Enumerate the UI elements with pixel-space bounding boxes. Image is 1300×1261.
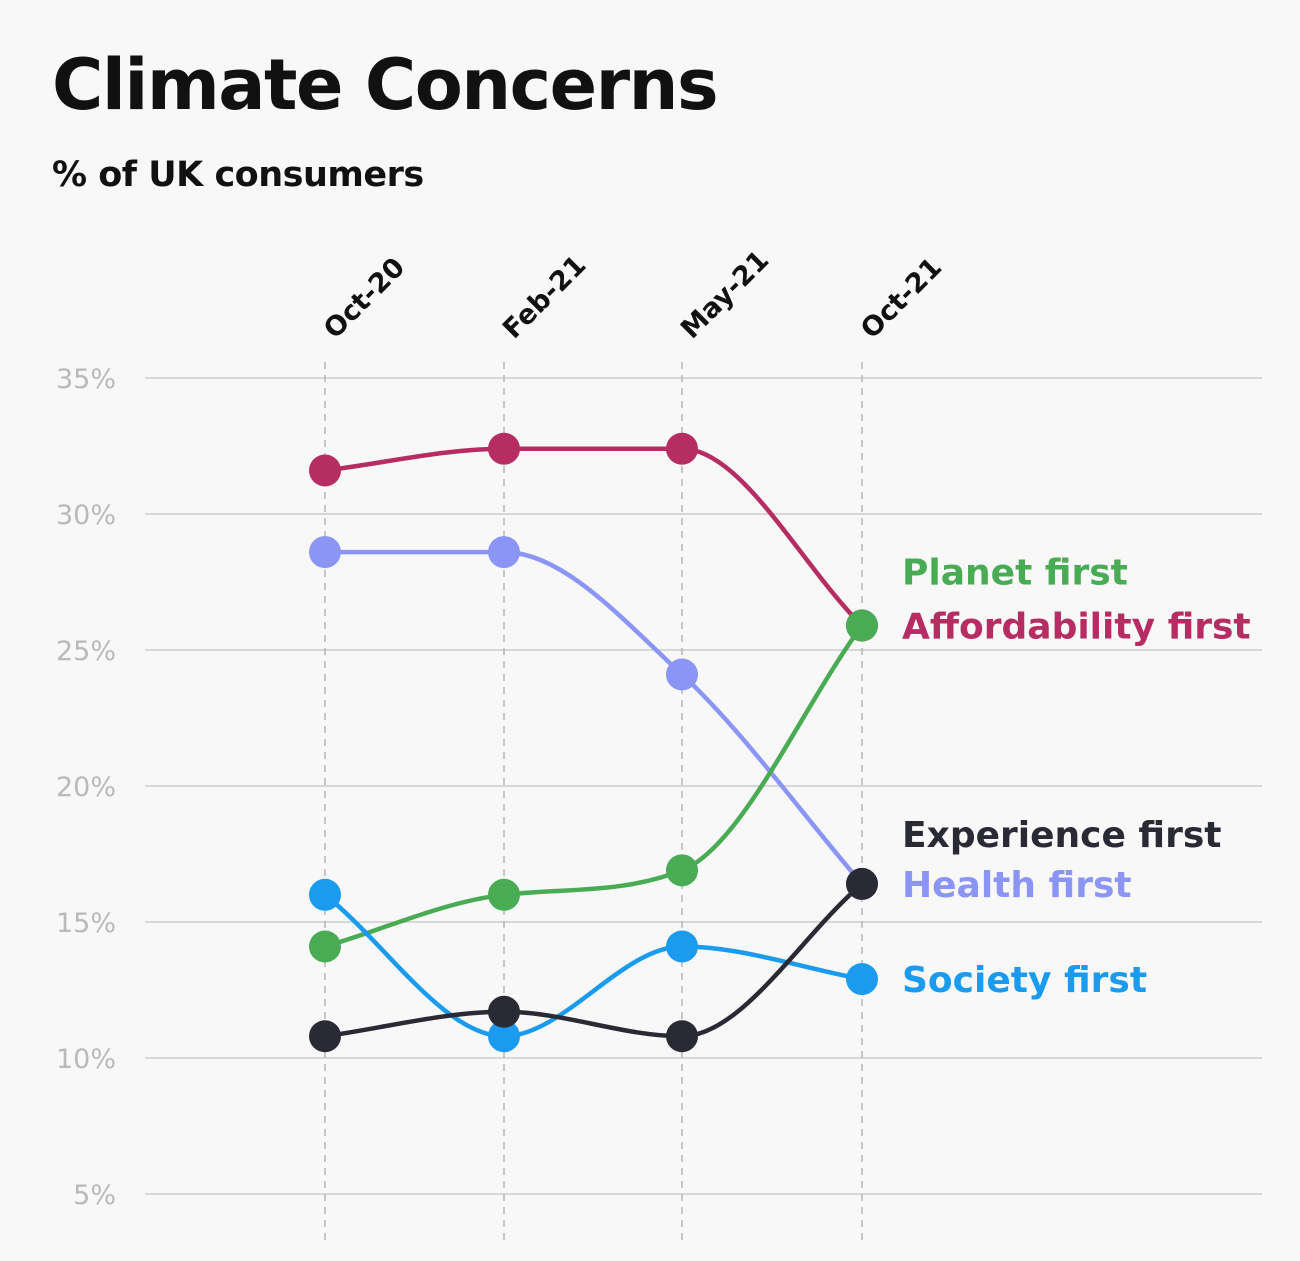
y-tick-label-35: 35% [56, 364, 116, 395]
series-line-planet-first [322, 623, 865, 949]
series-labels: Affordability first Health first Planet fi… [902, 553, 1251, 1002]
data-point-experience-first-oct-20 [309, 1020, 341, 1053]
x-tick-label-oct-21: Oct-21 [855, 252, 948, 345]
x-axis: Oct-20 Feb-21 May-21 Oct-21 [318, 245, 948, 345]
y-tick-label-5: 5% [73, 1180, 116, 1211]
y-tick-label-25: 25% [56, 636, 116, 667]
data-point-planet-first-oct-21 [846, 609, 878, 642]
data-point-affordability-first-oct-20 [309, 454, 341, 487]
data-point-society-first-oct-20 [309, 878, 341, 911]
y-tick-label-15: 15% [56, 908, 116, 939]
data-point-affordability-first-may-21 [666, 432, 698, 465]
data-point-health-first-feb-21 [488, 536, 520, 569]
data-point-society-first-feb-21 [488, 1020, 520, 1053]
data-point-health-first-may-21 [666, 658, 698, 691]
y-tick-label-30: 30% [56, 500, 116, 531]
y-gridlines [145, 377, 1262, 1195]
x-tick-label-may-21: May-21 [675, 245, 775, 345]
data-point-health-first-oct-20 [309, 536, 341, 569]
data-point-planet-first-oct-20 [309, 930, 341, 963]
y-tick-label-20: 20% [56, 772, 116, 803]
series-label-planet-first: Planet first [902, 553, 1128, 594]
data-point-planet-first-feb-21 [488, 878, 520, 911]
y-axis: 5% 10% 15% 20% 25% 30% 35% [56, 364, 116, 1211]
x-tick-label-oct-20: Oct-20 [318, 252, 411, 345]
series-label-affordability-first: Affordability first [902, 607, 1251, 648]
chart-subtitle: % of UK consumers [52, 155, 424, 195]
series-points [309, 432, 878, 1053]
chart-title: Climate Concerns [52, 44, 719, 126]
series-label-experience-first: Experience first [902, 815, 1222, 856]
data-point-experience-first-oct-21 [846, 867, 878, 900]
data-point-experience-first-feb-21 [488, 995, 520, 1028]
series-line-affordability-first [322, 446, 865, 628]
series-line-experience-first [322, 881, 865, 1039]
x-gridlines [324, 362, 863, 1240]
series-label-health-first: Health first [902, 865, 1132, 906]
data-point-affordability-first-feb-21 [488, 432, 520, 465]
x-tick-label-feb-21: Feb-21 [497, 250, 592, 345]
data-point-society-first-oct-21 [846, 963, 878, 996]
series-label-society-first: Society first [902, 960, 1147, 1001]
y-tick-label-10: 10% [56, 1044, 116, 1075]
data-point-society-first-may-21 [666, 930, 698, 963]
series-line-health-first [322, 549, 865, 887]
data-point-planet-first-may-21 [666, 854, 698, 887]
series-lines [322, 446, 865, 1039]
series-line-society-first [322, 892, 865, 1039]
data-point-experience-first-may-21 [666, 1020, 698, 1053]
